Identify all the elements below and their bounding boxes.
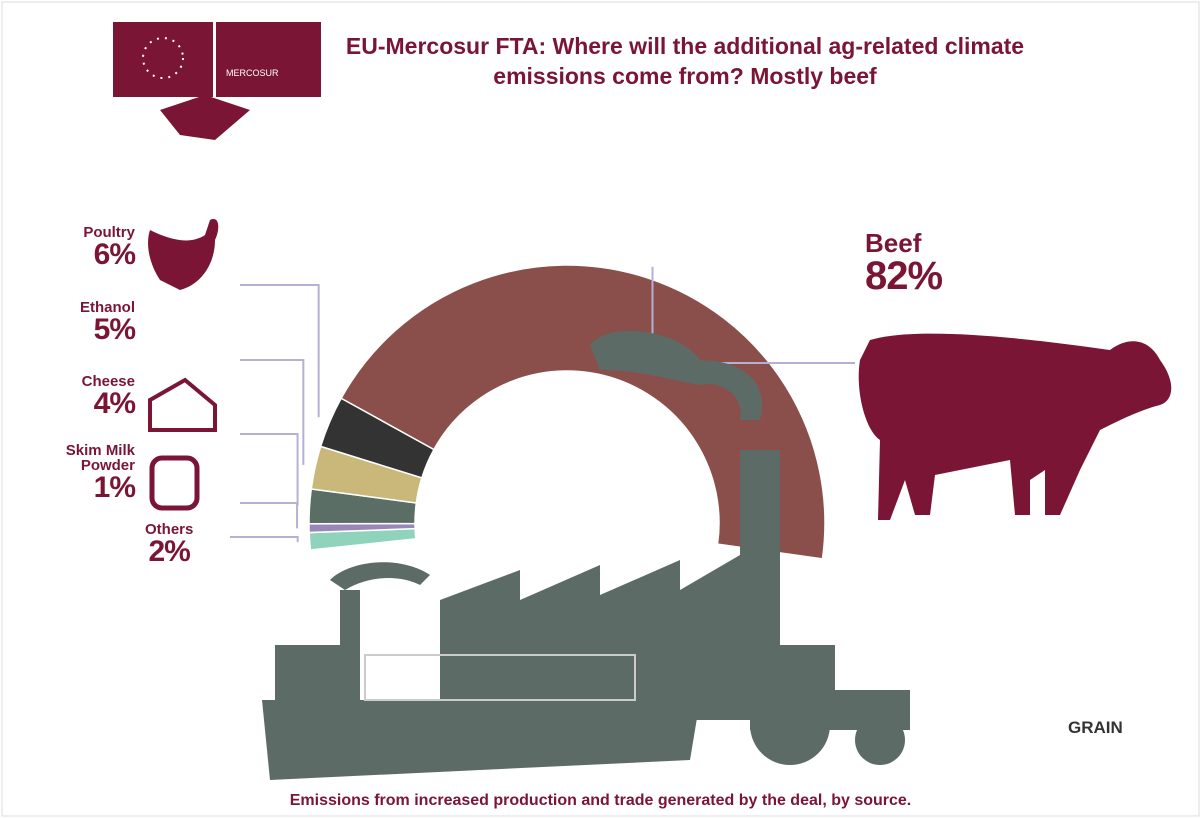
logo: GRAIN: [1068, 718, 1123, 737]
label: Beef 82%: [865, 228, 943, 298]
cow: [858, 333, 1172, 520]
factory: [262, 330, 910, 780]
can-icon: [149, 455, 200, 511]
value-label: 82%: [865, 254, 943, 298]
poultry-icon: [148, 219, 219, 290]
value-label: 6%: [93, 238, 136, 271]
value-label: 4%: [93, 387, 136, 420]
label: Others 2%: [145, 522, 193, 567]
label: Cheese 4%: [40, 373, 136, 420]
label: Ethanol 5%: [40, 299, 136, 346]
leader-line: [240, 502, 299, 529]
category-label: Beef: [865, 228, 922, 258]
value-label: 2%: [148, 535, 191, 568]
title: EU-Mercosur FTA: Where will the addition…: [345, 33, 1025, 89]
category-label: Skim Milk Powder: [65, 442, 135, 474]
value-label: 5%: [93, 313, 136, 346]
category-label: Cheese: [81, 373, 135, 390]
caption: Emissions from increased production and …: [289, 792, 912, 809]
leader-line: [240, 433, 299, 506]
category-label: Ethanol: [80, 299, 135, 316]
leader-line: [230, 536, 299, 543]
eu-mercosur-flags: [113, 22, 321, 140]
label: Skim Milk Powder 1%: [40, 442, 136, 504]
leader-line: [240, 359, 305, 465]
badge: MERCOSUR: [226, 68, 279, 78]
value-label: 1%: [93, 471, 136, 504]
segment: [340, 264, 826, 560]
label: Poultry 6%: [40, 224, 136, 271]
leader-line: [240, 284, 320, 418]
category-label: Others: [145, 521, 194, 538]
category-label: Poultry: [83, 224, 135, 241]
cheese-icon: [148, 377, 217, 432]
